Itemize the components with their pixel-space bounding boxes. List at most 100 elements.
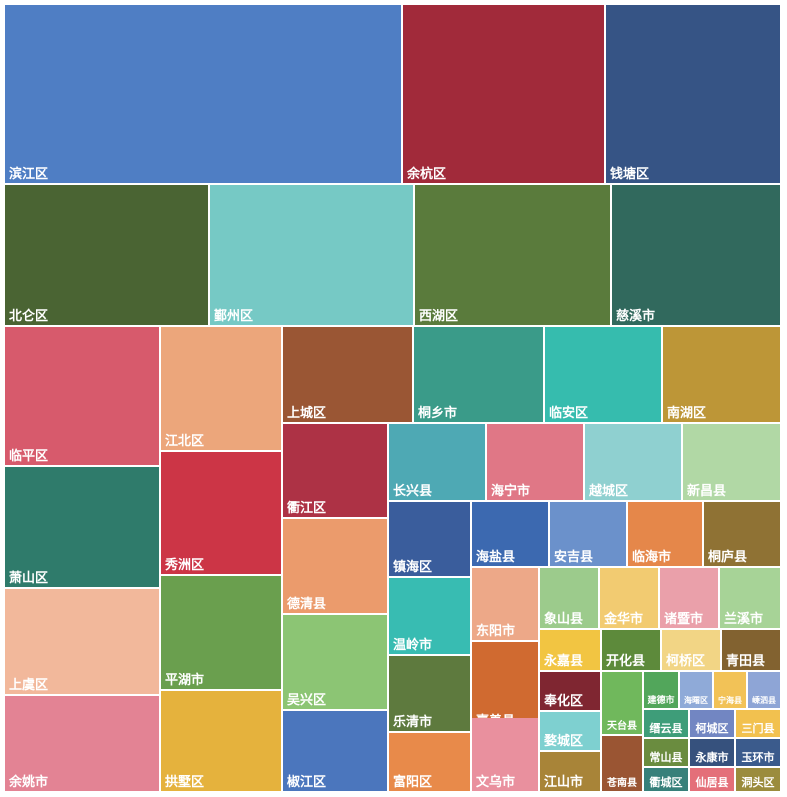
treemap-rect[interactable] [389,502,470,576]
treemap-cell[interactable]: 长兴县 [389,424,485,500]
treemap-cell[interactable]: 德清县 [283,519,387,613]
treemap-cell[interactable]: 吴兴区 [283,615,387,709]
treemap-cell[interactable]: 兰溪市 [720,568,780,628]
treemap-cell[interactable]: 开化县 [602,630,660,670]
treemap-rect[interactable] [487,424,583,500]
treemap-rect[interactable] [472,718,538,791]
treemap-rect[interactable] [210,185,413,325]
treemap-cell[interactable]: 三门县 [736,710,780,737]
treemap-cell[interactable]: 嵊泗县 [748,672,780,708]
treemap-rect[interactable] [161,691,281,791]
treemap-cell[interactable]: 常山县 [644,739,688,766]
treemap-rect[interactable] [389,578,470,654]
treemap-cell[interactable]: 诸暨市 [660,568,718,628]
treemap-rect[interactable] [545,327,661,422]
treemap-cell[interactable]: 缙云县 [644,710,688,737]
treemap-cell[interactable]: 临安区 [545,327,661,422]
treemap-cell[interactable]: 东阳市 [472,568,538,640]
treemap-cell[interactable]: 建德市 [644,672,678,708]
treemap-rect[interactable] [540,568,598,628]
treemap-rect[interactable] [644,739,688,766]
treemap-cell[interactable]: 南湖区 [663,327,780,422]
treemap-rect[interactable] [644,672,678,708]
treemap-cell[interactable]: 宁海县 [714,672,746,708]
treemap-rect[interactable] [540,752,600,791]
treemap-rect[interactable] [472,642,538,730]
treemap-cell[interactable]: 天台县 [602,672,642,734]
treemap-cell[interactable]: 金华市 [600,568,658,628]
treemap-cell[interactable]: 北仑区 [5,185,208,325]
treemap-cell[interactable]: 嘉善县 [472,642,538,730]
treemap-rect[interactable] [389,656,470,731]
treemap-rect[interactable] [714,672,746,708]
treemap-rect[interactable] [161,452,281,574]
treemap-cell[interactable]: 越城区 [585,424,681,500]
treemap-cell[interactable]: 奉化区 [540,672,600,710]
treemap-rect[interactable] [283,424,387,517]
treemap-cell[interactable]: 文乌市 [472,718,538,791]
treemap-cell[interactable]: 富阳区 [389,733,470,791]
treemap-cell[interactable]: 桐乡市 [414,327,543,422]
treemap-rect[interactable] [5,589,159,694]
treemap-cell[interactable]: 滨江区 [5,5,401,183]
treemap-rect[interactable] [690,768,734,791]
treemap-cell[interactable]: 衢江区 [283,424,387,517]
treemap-cell[interactable]: 临平区 [5,327,159,465]
treemap-rect[interactable] [690,710,734,737]
treemap-cell[interactable]: 海盐县 [472,502,548,566]
treemap-cell[interactable]: 镇海区 [389,502,470,576]
treemap-rect[interactable] [736,710,780,737]
treemap-rect[interactable] [283,327,412,422]
treemap-cell[interactable]: 上虞区 [5,589,159,694]
treemap-cell[interactable]: 江山市 [540,752,600,791]
treemap-cell[interactable]: 新昌县 [683,424,780,500]
treemap-cell[interactable]: 拱墅区 [161,691,281,791]
treemap-rect[interactable] [5,327,159,465]
treemap-rect[interactable] [628,502,702,566]
treemap-cell[interactable]: 临海市 [628,502,702,566]
treemap-rect[interactable] [680,672,712,708]
treemap-cell[interactable]: 永康市 [690,739,734,766]
treemap-rect[interactable] [663,327,780,422]
treemap-rect[interactable] [602,672,642,734]
treemap-rect[interactable] [283,519,387,613]
treemap-cell[interactable]: 桐庐县 [704,502,780,566]
treemap-cell[interactable]: 婺城区 [540,712,600,750]
treemap-rect[interactable] [5,5,401,183]
treemap-cell[interactable]: 海曙区 [680,672,712,708]
treemap-rect[interactable] [5,185,208,325]
treemap-cell[interactable]: 永嘉县 [540,630,600,670]
treemap-cell[interactable]: 仙居县 [690,768,734,791]
treemap-rect[interactable] [540,630,600,670]
treemap-rect[interactable] [161,327,281,450]
treemap-rect[interactable] [472,568,538,640]
treemap-rect[interactable] [472,502,548,566]
treemap-cell[interactable]: 江北区 [161,327,281,450]
treemap-cell[interactable]: 象山县 [540,568,598,628]
treemap-rect[interactable] [283,711,387,791]
treemap-rect[interactable] [690,739,734,766]
treemap-rect[interactable] [602,630,660,670]
treemap-cell[interactable]: 西湖区 [415,185,610,325]
treemap-rect[interactable] [550,502,626,566]
treemap-rect[interactable] [704,502,780,566]
treemap-rect[interactable] [736,768,780,791]
treemap-cell[interactable]: 慈溪市 [612,185,780,325]
treemap-rect[interactable] [414,327,543,422]
treemap-rect[interactable] [600,568,658,628]
treemap-cell[interactable]: 柯城区 [690,710,734,737]
treemap-cell[interactable]: 苍南县 [602,736,642,791]
treemap-cell[interactable]: 衢城区 [644,768,688,791]
treemap-cell[interactable]: 椒江区 [283,711,387,791]
treemap-rect[interactable] [161,576,281,689]
treemap-rect[interactable] [644,768,688,791]
treemap-cell[interactable]: 海宁市 [487,424,583,500]
treemap-rect[interactable] [5,467,159,587]
treemap-cell[interactable]: 乐清市 [389,656,470,731]
treemap-rect[interactable] [720,568,780,628]
treemap-rect[interactable] [612,185,780,325]
treemap-rect[interactable] [606,5,780,183]
treemap-cell[interactable]: 玉环市 [736,739,780,766]
treemap-rect[interactable] [415,185,610,325]
treemap-rect[interactable] [540,672,600,710]
